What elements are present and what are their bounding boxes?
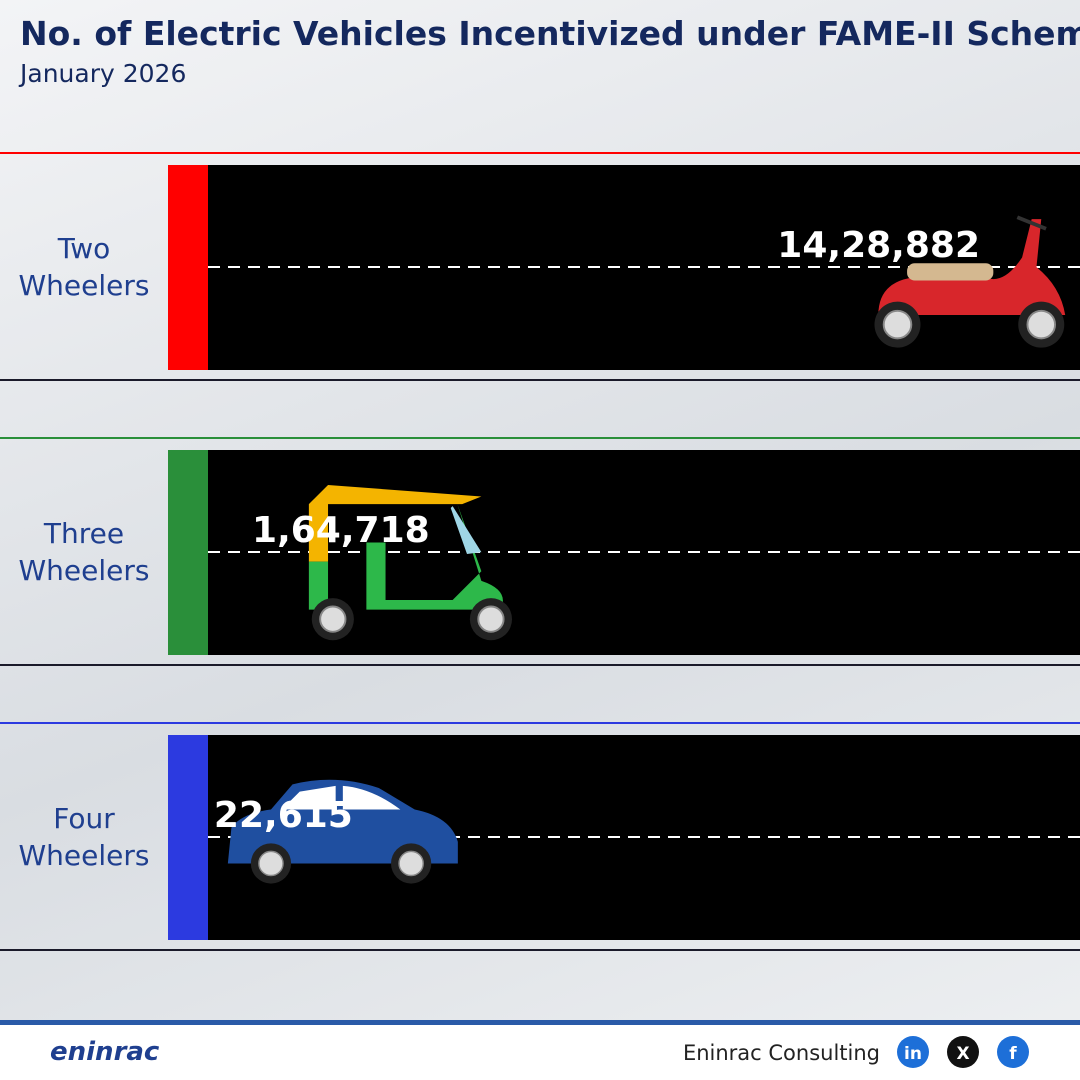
chart-subtitle: January 2026 [18, 59, 186, 88]
social-circle [897, 1036, 929, 1068]
social-label: X [956, 1044, 969, 1064]
logo: eninrac [50, 1037, 160, 1067]
social-circle [997, 1036, 1029, 1068]
lane-color [168, 165, 208, 370]
rim [477, 605, 505, 633]
lane-color [168, 450, 208, 655]
value-label: 1,64,718 [252, 510, 430, 551]
vehicle [308, 485, 513, 641]
category-label: Four Wheelers [18, 802, 150, 872]
chart-title: No. of Electric Vehicles Incentivized un… [20, 14, 1080, 53]
lane [168, 450, 1080, 655]
vehicle [227, 779, 458, 884]
scooter-body [878, 219, 1066, 315]
social-label: in [904, 1044, 922, 1064]
rim [398, 850, 424, 877]
auto-glass [450, 506, 482, 554]
car-windows [281, 785, 401, 810]
social-icon[interactable]: f [997, 1036, 1029, 1068]
social-circle [947, 1036, 979, 1068]
social-icon[interactable]: in [897, 1036, 929, 1068]
social-label: f [1009, 1044, 1017, 1064]
brand: Eninrac Consulting [683, 1041, 880, 1065]
handle [1016, 215, 1047, 231]
auto-body [308, 504, 503, 610]
category-label: Three Wheelers [18, 517, 150, 587]
car-body [227, 779, 458, 864]
rim [882, 309, 913, 340]
vehicle [874, 215, 1066, 348]
rim [1026, 309, 1057, 340]
rim [319, 605, 347, 633]
lane-color [168, 735, 208, 940]
rim [258, 850, 284, 877]
auto-roof [308, 485, 482, 562]
value-label: 22,615 [214, 795, 353, 836]
social-icon[interactable]: X [947, 1036, 979, 1068]
seat [907, 263, 994, 281]
footer-rule [0, 1020, 1080, 1025]
category-label: Two Wheelers [18, 232, 150, 302]
value-label: 14,28,882 [777, 225, 980, 266]
